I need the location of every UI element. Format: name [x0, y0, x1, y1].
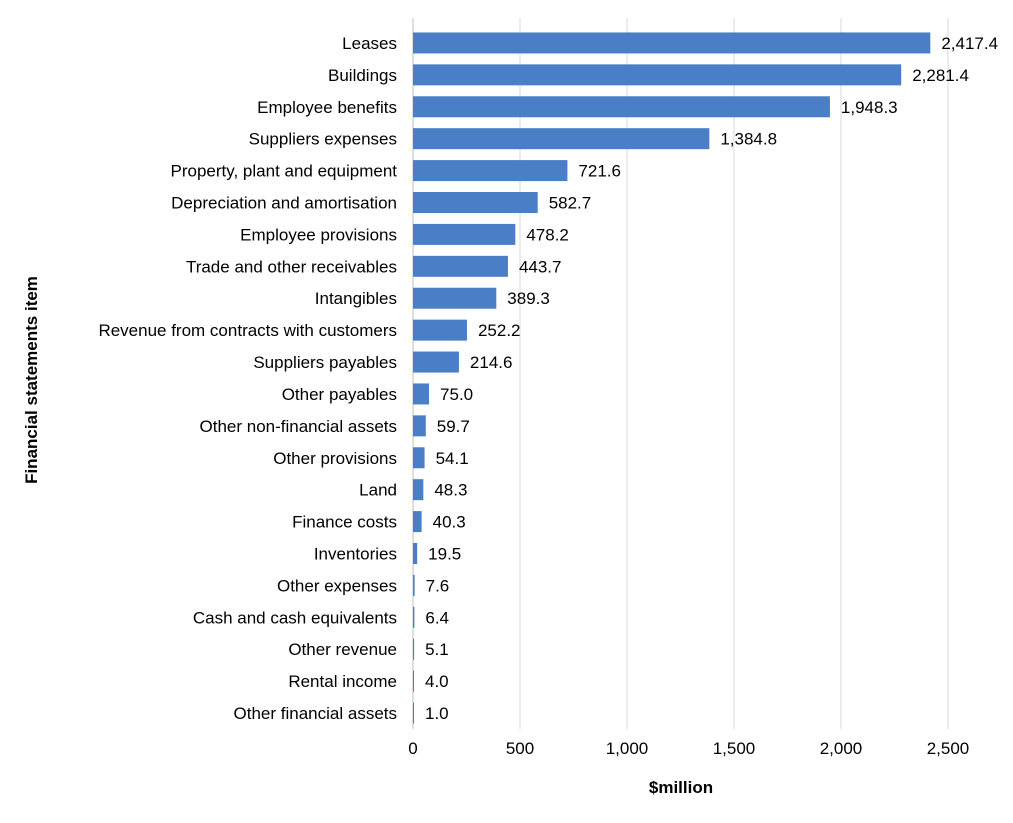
bar	[413, 64, 902, 86]
bar	[413, 574, 415, 596]
bar	[413, 702, 414, 724]
data-label: 19.5	[428, 545, 461, 564]
bar	[413, 160, 568, 182]
category-label: Trade and other receivables	[186, 257, 397, 276]
category-label: Depreciation and amortisation	[171, 194, 397, 213]
bar	[413, 383, 430, 405]
data-label: 721.6	[578, 162, 621, 181]
data-label: 252.2	[478, 321, 521, 340]
x-tick-label: 2,000	[820, 739, 863, 758]
data-label: 75.0	[440, 385, 473, 404]
y-axis-title: Financial statements item	[22, 276, 41, 484]
category-label: Employee benefits	[257, 98, 397, 117]
category-label: Leases	[342, 34, 397, 53]
category-label: Property, plant and equipment	[171, 162, 398, 181]
category-label: Other financial assets	[234, 704, 397, 723]
category-label: Finance costs	[292, 513, 397, 532]
bar	[413, 415, 426, 437]
category-label: Other payables	[282, 385, 397, 404]
data-label: 389.3	[507, 289, 550, 308]
data-label: 214.6	[470, 353, 513, 372]
category-label: Inventories	[314, 545, 397, 564]
category-label: Employee provisions	[240, 225, 397, 244]
category-label: Suppliers payables	[253, 353, 397, 372]
category-label: Revenue from contracts with customers	[98, 321, 397, 340]
bar	[413, 287, 497, 309]
bar	[413, 606, 415, 628]
data-label: 4.0	[425, 672, 449, 691]
data-label: 1.0	[425, 704, 449, 723]
bar	[413, 255, 508, 277]
data-label: 54.1	[436, 449, 469, 468]
data-label: 478.2	[526, 225, 569, 244]
bar	[413, 543, 418, 564]
x-tick-label: 1,500	[713, 739, 756, 758]
bar	[413, 319, 467, 341]
data-label: 2,417.4	[941, 34, 998, 53]
data-label: 6.4	[425, 608, 449, 627]
category-label: Cash and cash equivalents	[193, 608, 397, 627]
data-label: 1,384.8	[720, 130, 777, 149]
category-label: Suppliers expenses	[249, 130, 397, 149]
bar	[413, 511, 422, 533]
data-label: 48.3	[434, 481, 467, 500]
data-label: 2,281.4	[912, 66, 969, 85]
data-label: 443.7	[519, 257, 562, 276]
bar	[413, 128, 710, 150]
data-label: 582.7	[549, 194, 592, 213]
bar	[413, 447, 425, 469]
x-axis-title: $million	[649, 778, 713, 797]
x-tick-label: 1,000	[606, 739, 649, 758]
x-tick-labels: 0 500 1,000 1,500 2,000 2,500	[408, 739, 969, 758]
category-label: Intangibles	[315, 289, 397, 308]
bar	[413, 32, 931, 54]
value-labels: 2,417.4 2,281.4 1,948.3 1,384.8 721.6 582.7 47…	[425, 34, 998, 723]
gridlines	[412, 18, 949, 729]
category-label: Other expenses	[277, 576, 397, 595]
bar	[413, 351, 459, 373]
bar	[413, 670, 414, 692]
category-label: Other revenue	[288, 640, 397, 659]
category-label: Other non-financial assets	[200, 417, 398, 436]
category-label: Other provisions	[273, 449, 397, 468]
data-label: 59.7	[437, 417, 470, 436]
category-label: Buildings	[328, 66, 397, 85]
data-label: 5.1	[425, 640, 449, 659]
bar	[413, 638, 415, 660]
bar	[413, 192, 538, 213]
bar	[413, 479, 424, 501]
category-label: Rental income	[288, 672, 397, 691]
bar	[413, 223, 516, 245]
x-tick-label: 500	[506, 739, 534, 758]
category-labels: Leases Buildings Employee benefits Supplier…	[98, 34, 397, 723]
bars	[413, 32, 931, 724]
data-label: 7.6	[426, 576, 450, 595]
x-tick-label: 2,500	[927, 739, 970, 758]
x-tick-label: 0	[408, 739, 417, 758]
bar	[413, 96, 830, 118]
data-label: 40.3	[433, 513, 466, 532]
category-label: Land	[359, 481, 397, 500]
data-label: 1,948.3	[841, 98, 898, 117]
